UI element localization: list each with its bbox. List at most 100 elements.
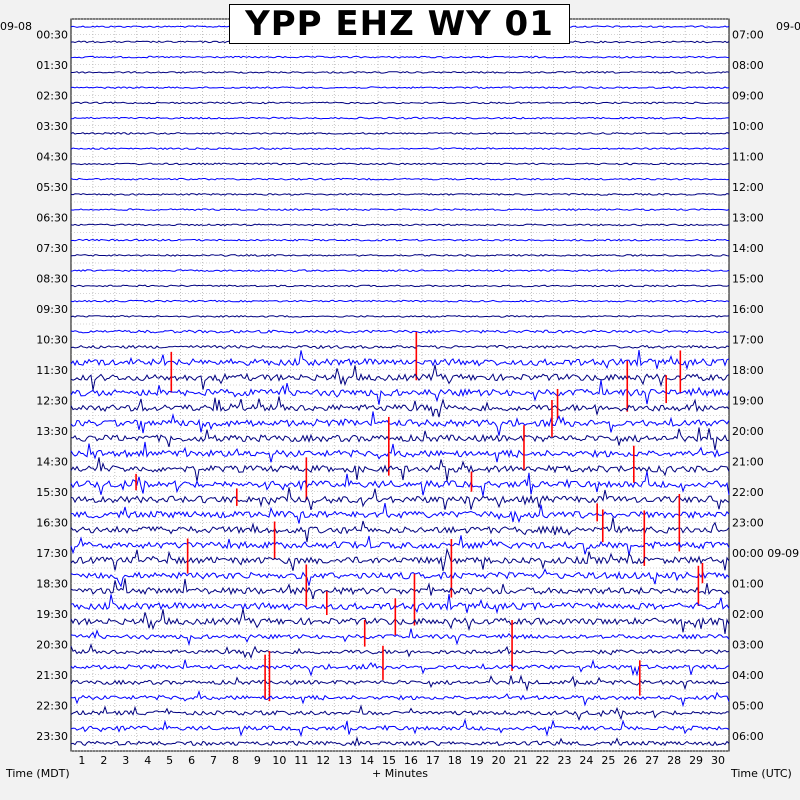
trace-line — [70, 457, 730, 482]
x-axis-label: + Minutes — [372, 767, 429, 780]
trace-line — [70, 736, 730, 747]
left-time-label: 01:30 — [36, 59, 68, 72]
trace-line — [70, 643, 730, 660]
x-tick-label: 15 — [382, 754, 396, 767]
trace-line — [70, 147, 730, 151]
right-time-label: 03:00 — [732, 638, 764, 651]
trace-line — [70, 193, 730, 196]
right-time-label: 02:00 — [732, 608, 764, 621]
right-time-label: 05:00 — [732, 699, 764, 712]
left-date-label: 09-08 — [0, 20, 32, 33]
right-time-label: 00:00 09-09 — [732, 547, 799, 560]
x-tick-label: 9 — [254, 754, 261, 767]
x-tick-label: 26 — [623, 754, 637, 767]
left-time-label: 03:30 — [36, 120, 68, 133]
trace-line — [70, 578, 730, 600]
right-time-label: 18:00 — [732, 364, 764, 377]
x-tick-label: 21 — [514, 754, 528, 767]
left-time-label: 04:30 — [36, 150, 68, 163]
right-time-label: 12:00 — [732, 181, 764, 194]
trace-line — [70, 396, 730, 418]
trace-line — [71, 284, 730, 288]
trace-line — [70, 628, 730, 647]
left-time-label: 02:30 — [36, 89, 68, 102]
trace-line — [70, 86, 730, 89]
trace-line — [70, 411, 730, 436]
trace-line — [70, 427, 730, 451]
left-time-label: 21:30 — [36, 669, 68, 682]
x-tick-label: 2 — [100, 754, 107, 767]
left-time-label: 08:30 — [36, 272, 68, 285]
trace-line — [70, 208, 730, 212]
left-time-label: 10:30 — [36, 333, 68, 346]
x-tick-label: 10 — [272, 754, 286, 767]
x-tick-label: 27 — [645, 754, 659, 767]
left-time-label: 16:30 — [36, 516, 68, 529]
left-time-label: 15:30 — [36, 486, 68, 499]
x-tick-label: 19 — [470, 754, 484, 767]
right-time-label: 06:00 — [732, 730, 764, 743]
right-time-labels: 07:00 08:00 09:00 10:00 11:00 12:00 13:00 14:00… — [732, 28, 799, 743]
trace-line — [70, 131, 730, 135]
left-axis-label: Time (MDT) — [6, 767, 70, 780]
left-time-label: 09:30 — [36, 303, 68, 316]
trace-line — [70, 379, 730, 405]
x-tick-label: 20 — [492, 754, 506, 767]
right-time-label: 17:00 — [732, 333, 764, 346]
right-time-label: 23:00 — [732, 516, 764, 529]
trace-line — [70, 253, 730, 257]
left-time-label: 00:30 — [36, 28, 68, 41]
x-tick-label: 24 — [579, 754, 593, 767]
x-tick-label: 16 — [404, 754, 418, 767]
x-tick-label: 3 — [122, 754, 129, 767]
grid — [71, 18, 729, 752]
right-time-label: 01:00 — [732, 577, 764, 590]
left-time-labels: 00:30 01:30 02:30 03:30 04:30 05:30 06:30 07:30… — [36, 28, 68, 743]
x-tick-label: 25 — [601, 754, 615, 767]
trace-line — [70, 568, 730, 588]
right-time-label: 14:00 — [732, 242, 764, 255]
trace-line — [70, 441, 730, 463]
x-tick-label: 13 — [338, 754, 352, 767]
x-tick-label: 22 — [536, 754, 550, 767]
trace-line — [70, 704, 730, 722]
left-time-label: 13:30 — [36, 425, 68, 438]
trace-line — [70, 547, 730, 572]
x-tick-label: 8 — [232, 754, 239, 767]
trace-line — [70, 350, 730, 371]
trace-line — [70, 487, 730, 511]
right-time-label: 08:00 — [732, 59, 764, 72]
right-time-label: 15:00 — [732, 272, 764, 285]
right-time-label: 19:00 — [732, 394, 764, 407]
trace-line — [70, 535, 730, 556]
right-time-label: 04:00 — [732, 669, 764, 682]
x-tick-label: 4 — [144, 754, 151, 767]
trace-line — [70, 344, 730, 349]
seismic-traces — [70, 25, 730, 747]
x-tick-label: 30 — [711, 754, 725, 767]
trace-line — [70, 659, 730, 677]
right-axis-label: Time (UTC) — [731, 767, 792, 780]
trace-line — [70, 177, 730, 181]
x-tick-label: 7 — [210, 754, 217, 767]
x-tick-label: 14 — [360, 754, 374, 767]
right-date-label: 09-08 — [776, 20, 800, 33]
right-time-label: 07:00 — [732, 28, 764, 41]
x-axis-ticks: 1 2 3 4 5 6 7 8 9 10 11 12 13 14 15 16 17 18 19 20 21 22 23 24 2… — [78, 754, 725, 767]
trace-line — [70, 689, 730, 708]
x-tick-label: 29 — [689, 754, 703, 767]
left-time-label: 07:30 — [36, 242, 68, 255]
trace-line — [70, 594, 730, 615]
right-time-label: 10:00 — [732, 120, 764, 133]
x-tick-label: 18 — [448, 754, 462, 767]
x-tick-label: 6 — [188, 754, 195, 767]
left-time-label: 11:30 — [36, 364, 68, 377]
left-time-label: 22:30 — [36, 699, 68, 712]
left-time-label: 17:30 — [36, 547, 68, 560]
trace-line — [70, 299, 730, 303]
right-time-label: 16:00 — [732, 303, 764, 316]
x-tick-label: 11 — [294, 754, 308, 767]
left-time-label: 12:30 — [36, 394, 68, 407]
right-time-label: 20:00 — [732, 425, 764, 438]
